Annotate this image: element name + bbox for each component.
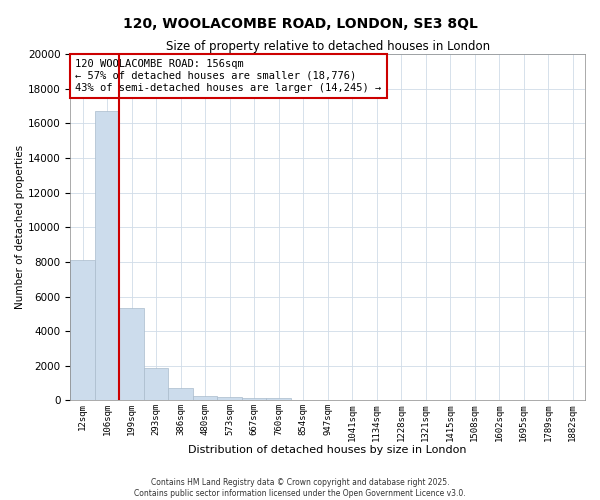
Bar: [144, 368, 168, 400]
Bar: [95, 112, 119, 401]
Bar: [266, 398, 291, 400]
Y-axis label: Number of detached properties: Number of detached properties: [15, 145, 25, 310]
Title: Size of property relative to detached houses in London: Size of property relative to detached ho…: [166, 40, 490, 53]
Bar: [119, 308, 144, 400]
Bar: [217, 397, 242, 400]
Text: 120, WOOLACOMBE ROAD, LONDON, SE3 8QL: 120, WOOLACOMBE ROAD, LONDON, SE3 8QL: [122, 18, 478, 32]
X-axis label: Distribution of detached houses by size in London: Distribution of detached houses by size …: [188, 445, 467, 455]
Bar: [168, 388, 193, 400]
Bar: [193, 396, 217, 400]
Text: 120 WOOLACOMBE ROAD: 156sqm
← 57% of detached houses are smaller (18,776)
43% of: 120 WOOLACOMBE ROAD: 156sqm ← 57% of det…: [76, 60, 382, 92]
Bar: [242, 398, 266, 400]
Text: Contains HM Land Registry data © Crown copyright and database right 2025.
Contai: Contains HM Land Registry data © Crown c…: [134, 478, 466, 498]
Bar: [70, 260, 95, 400]
